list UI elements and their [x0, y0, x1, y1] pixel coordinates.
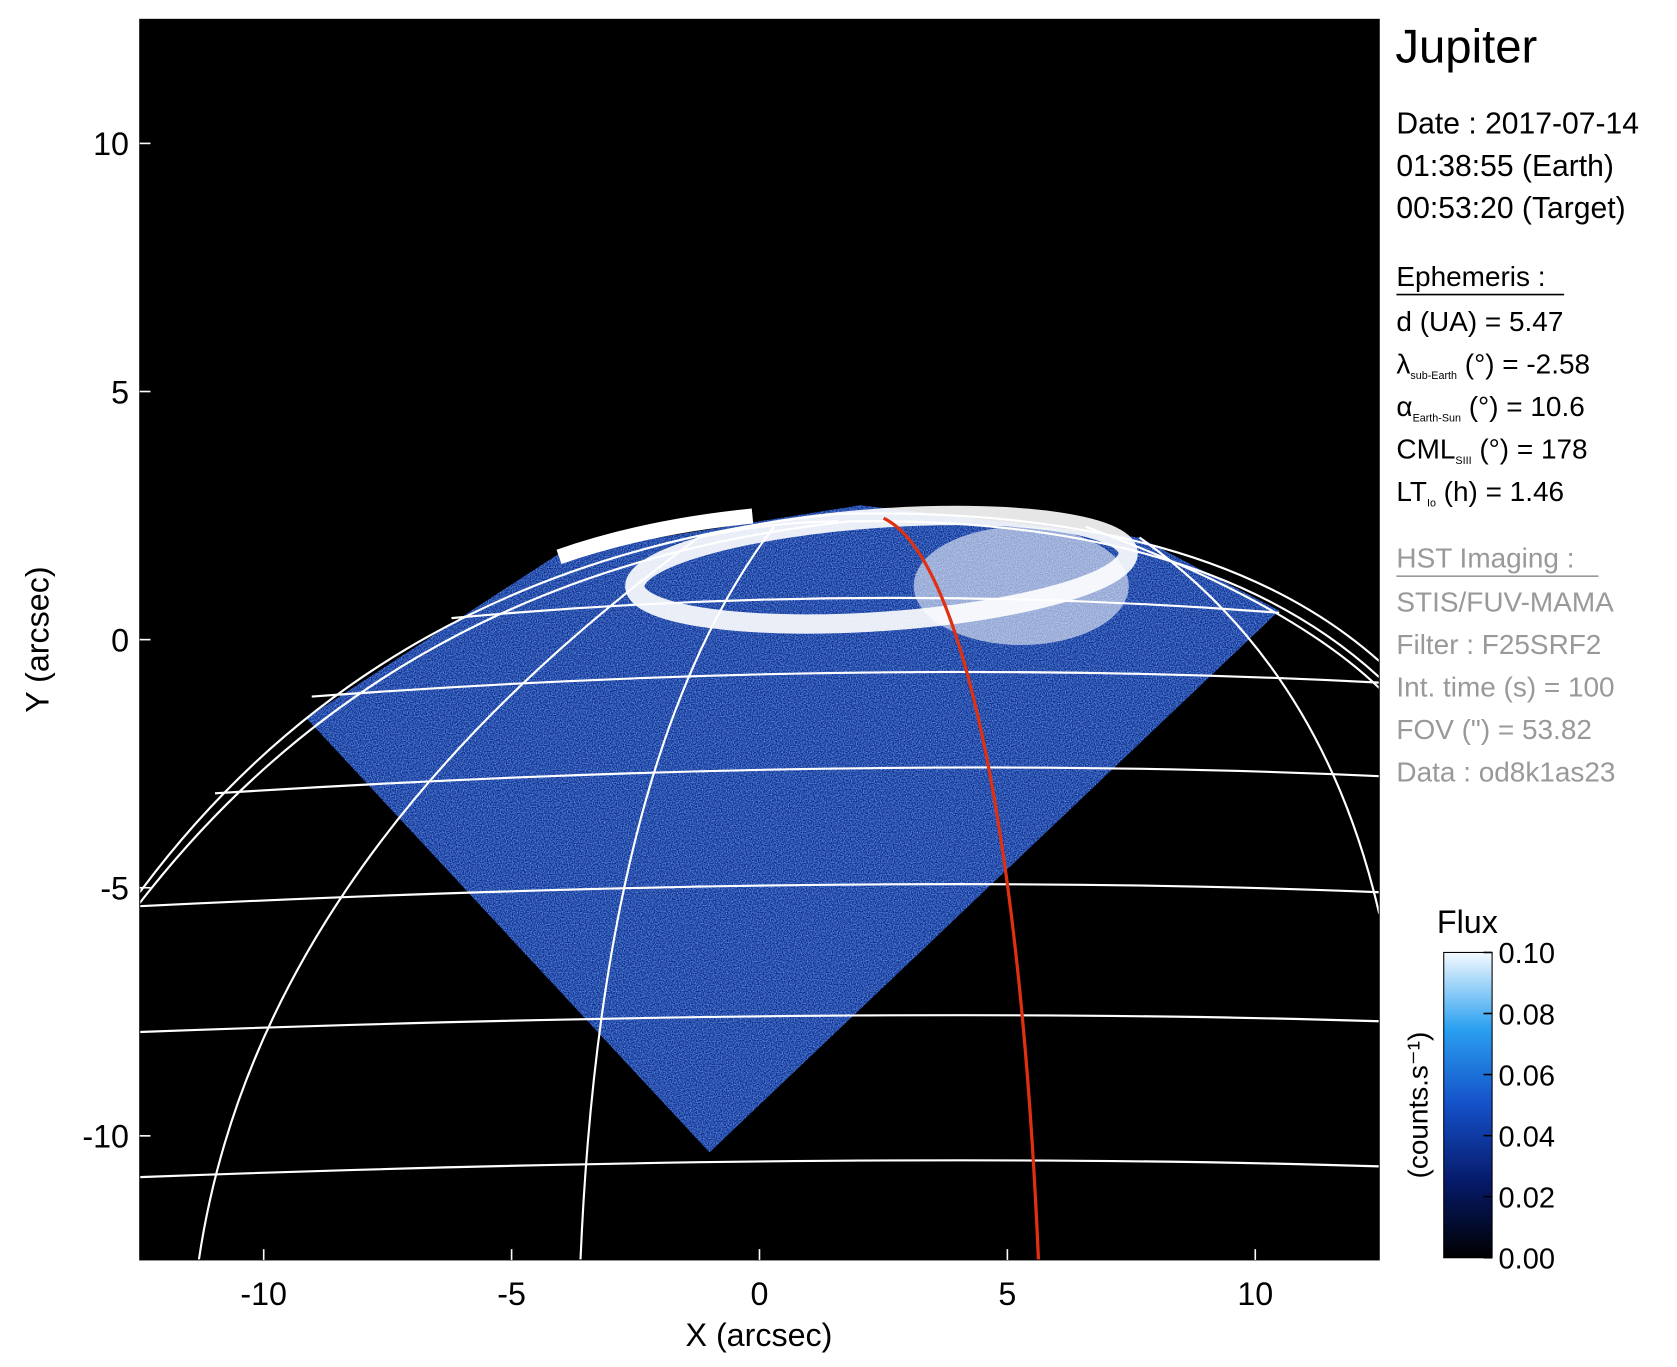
figure: X (arcsec) Y (arcsec) Flux (counts.s⁻¹) … [19, 18, 1639, 1353]
ephemeris-symbol: d (UA) = 5.47 [1396, 306, 1563, 337]
colorbar-tick-label: 0.00 [1499, 1244, 1555, 1276]
auroral-arc [556, 508, 754, 564]
ephemeris-subscript: Io [1427, 497, 1436, 509]
date-line: 00:53:20 (Target) [1396, 192, 1625, 225]
image [139, 505, 1380, 1260]
colorbar-label: (counts.s⁻¹) [1403, 1032, 1434, 1179]
y-tick-label: -5 [100, 871, 129, 907]
ephemeris-subscript: SIII [1455, 455, 1471, 467]
colorbar-tick-label: 0.02 [1499, 1182, 1555, 1214]
ephemeris-row: LTIo (h) = 1.46 [1396, 476, 1564, 509]
colorbar-tick-label: 0.06 [1499, 1060, 1555, 1092]
ephemeris-row: λsub-Earth (°) = -2.58 [1396, 349, 1590, 382]
ephemeris-value: (°) = -2.58 [1457, 349, 1590, 380]
title: Jupiter [1395, 20, 1537, 73]
ephemeris-symbol: CML [1396, 433, 1455, 464]
date-line: Date : 2017-07-14 [1396, 107, 1639, 140]
colorbar [1443, 951, 1493, 1259]
imaging-heading: HST Imaging : [1396, 543, 1574, 574]
y-tick-label: 0 [111, 622, 129, 658]
x-tick-label: 10 [1237, 1276, 1273, 1312]
ephemeris-subscript: sub-Earth [1410, 370, 1457, 382]
colorbar-tick-label: 0.04 [1499, 1121, 1555, 1153]
ephemeris-row: CMLSIII (°) = 178 [1396, 433, 1587, 466]
imaging-row: Int. time (s) = 100 [1396, 672, 1614, 703]
x-tick-label: 5 [998, 1276, 1016, 1312]
detector-noise [306, 505, 1280, 1153]
central-meridian [882, 516, 1041, 1260]
ephemeris-row: d (UA) = 5.47 [1396, 306, 1563, 337]
y-tick-label: 5 [111, 374, 129, 410]
date-line: 01:38:55 (Earth) [1396, 150, 1613, 183]
imaging-row: STIS/FUV-MAMA [1396, 587, 1614, 618]
planet-grid [139, 512, 1380, 1260]
y-axis-label: Y (arcsec) [19, 566, 55, 712]
imaging-row: Data : od8k1as23 [1396, 757, 1615, 788]
ephemeris-row: αEarth-Sun (°) = 10.6 [1396, 391, 1584, 424]
x-tick-label: 0 [751, 1276, 769, 1312]
imaging-row: Filter : F25SRF2 [1396, 629, 1601, 660]
ephemeris-value: (°) = 10.6 [1461, 391, 1585, 422]
ephemeris-symbol: LT [1396, 476, 1427, 507]
ephemeris-symbol: α [1396, 391, 1412, 422]
ephemeris-subscript: Earth-Sun [1413, 412, 1461, 424]
x-axis-label: X (arcsec) [685, 1317, 832, 1353]
x-tick-label: -10 [240, 1276, 287, 1312]
colorbar-tick-label: 0.10 [1499, 938, 1555, 970]
colorbar-tick-label: 0.08 [1499, 999, 1555, 1031]
auroral-emission [913, 526, 1129, 645]
colorbar-title: Flux [1437, 904, 1498, 940]
x-tick-label: -5 [497, 1276, 526, 1312]
ephemeris-heading: Ephemeris : [1396, 261, 1545, 292]
ephemeris-value: (°) = 178 [1472, 433, 1588, 464]
ephemeris-symbol: λ [1396, 349, 1410, 380]
y-tick-label: -10 [82, 1119, 129, 1155]
y-tick-label: 10 [93, 126, 129, 162]
imaging-row: FOV (") = 53.82 [1396, 714, 1591, 745]
ephemeris-value: (h) = 1.46 [1436, 476, 1564, 507]
